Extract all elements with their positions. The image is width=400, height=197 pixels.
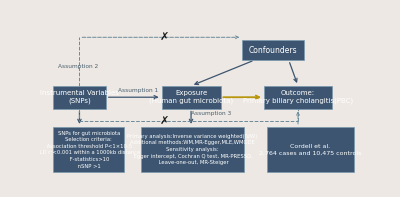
Text: Assumption 1: Assumption 1	[118, 88, 158, 93]
Text: ✗: ✗	[160, 32, 169, 42]
Text: Assumption 2: Assumption 2	[58, 64, 98, 69]
FancyBboxPatch shape	[162, 86, 220, 109]
Text: Exposure
(Human gut microbiota): Exposure (Human gut microbiota)	[149, 90, 233, 104]
FancyBboxPatch shape	[53, 86, 106, 109]
Text: Primary analysis:Inverse variance weighted(IVW)
Additional methods:WM,MR-Egger,M: Primary analysis:Inverse variance weight…	[128, 134, 258, 165]
Text: Cordell et al.
2,764 cases and 10,475 controls: Cordell et al. 2,764 cases and 10,475 co…	[259, 144, 362, 155]
Text: SNPs for gut microbiota
Selection criteria:
 Association threshold P<1×10-5
 LD : SNPs for gut microbiota Selection criter…	[38, 131, 140, 169]
FancyBboxPatch shape	[53, 127, 124, 172]
Text: ✗: ✗	[160, 116, 169, 126]
Text: Assumption 3: Assumption 3	[191, 111, 231, 116]
FancyBboxPatch shape	[267, 127, 354, 172]
FancyBboxPatch shape	[242, 40, 304, 60]
Text: Confounders: Confounders	[249, 46, 298, 55]
Text: Outcome:
Primary biliary cholangitis(PBC): Outcome: Primary biliary cholangitis(PBC…	[243, 90, 353, 104]
Text: Instrumental Variables
(SNPs): Instrumental Variables (SNPs)	[40, 90, 119, 104]
FancyBboxPatch shape	[264, 86, 332, 109]
FancyBboxPatch shape	[142, 127, 244, 172]
